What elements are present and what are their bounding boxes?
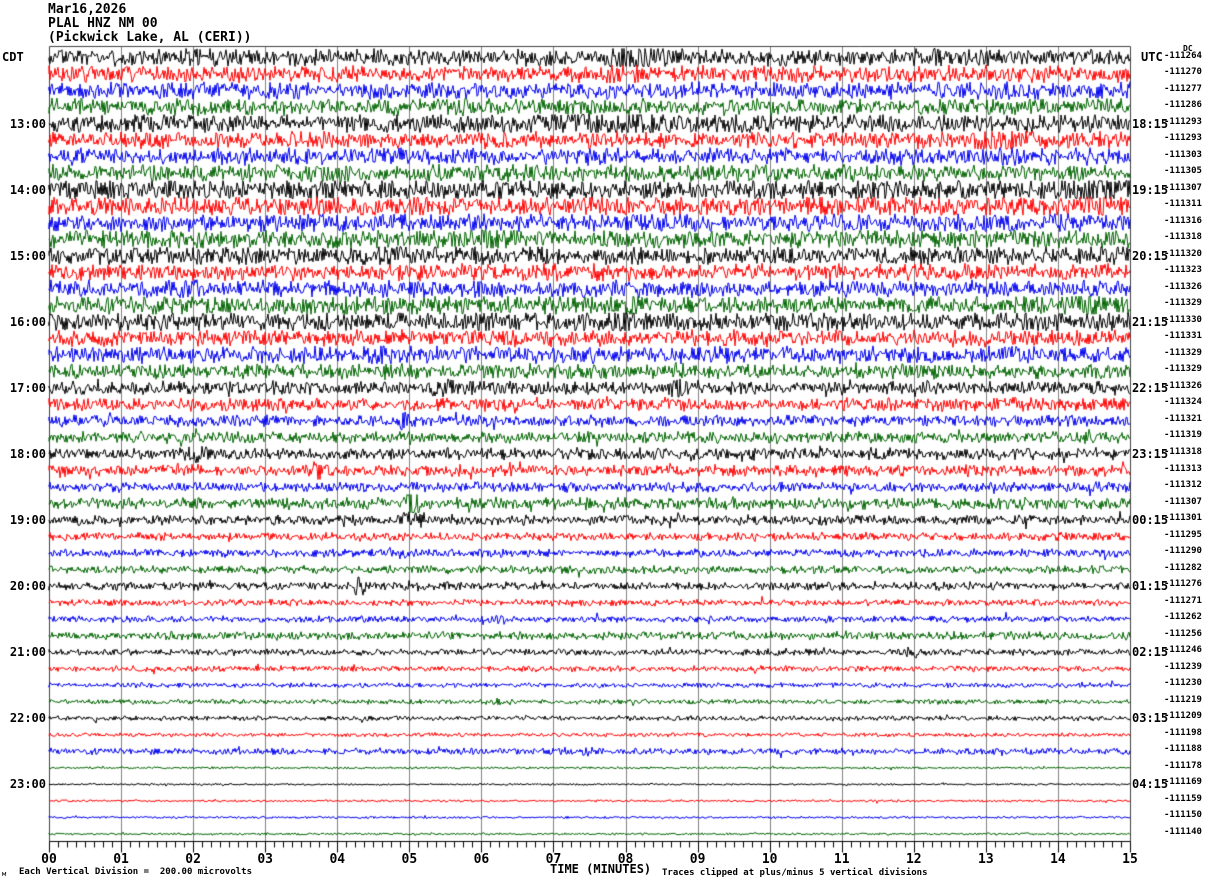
dc-offset-value: -111169	[1164, 777, 1202, 788]
dc-offset-value: -111209	[1164, 711, 1202, 722]
dc-offset-value: -111290	[1164, 546, 1202, 557]
x-tick-label: 13	[978, 852, 994, 867]
right-hour-label: 19:15	[1132, 182, 1169, 197]
x-tick-label: 11	[833, 852, 850, 867]
right-hour-label: 02:15	[1132, 645, 1169, 660]
left-hour-label: 23:00	[9, 777, 46, 792]
station-id: PLAL HNZ NM 00	[48, 16, 158, 31]
x-tick-label: 00	[41, 852, 57, 867]
plot-date: Mar16,2026	[48, 2, 127, 17]
dc-offset-value: -111329	[1164, 364, 1202, 375]
right-hour-label: 00:15	[1132, 513, 1169, 528]
dc-offset-value: -111277	[1164, 83, 1202, 94]
left-hour-label: 18:00	[9, 446, 46, 461]
right-hour-label: 18:15	[1132, 116, 1169, 131]
dc-offset-value: -111239	[1164, 661, 1202, 672]
dc-offset-value: -111321	[1164, 413, 1202, 424]
x-tick-label: 01	[113, 852, 129, 867]
left-hour-label: 19:00	[9, 513, 46, 528]
x-tick-label: 05	[401, 852, 418, 867]
dc-offset-value: -111293	[1164, 133, 1202, 144]
dc-offset-value: -111329	[1164, 298, 1202, 309]
left-hour-label: 16:00	[9, 314, 46, 329]
right-hour-label: 03:15	[1132, 711, 1169, 726]
dc-offset-value: -111198	[1164, 727, 1202, 738]
dc-offset-value: -111246	[1164, 645, 1202, 656]
dc-offset-value: -111312	[1164, 480, 1202, 491]
dc-offset-value: -111276	[1164, 579, 1202, 590]
dc-offset-value: -111311	[1164, 199, 1202, 210]
dc-offset-value: -111305	[1164, 166, 1202, 177]
dc-offset-value: -111178	[1164, 760, 1202, 771]
corner-mark: м	[2, 870, 7, 878]
dc-offset-value: -111320	[1164, 248, 1202, 259]
dc-offset-value: -111307	[1164, 496, 1202, 507]
right-hour-label: 20:15	[1132, 248, 1169, 263]
left-hour-label: 14:00	[9, 182, 46, 197]
dc-offset-value: -111159	[1164, 793, 1202, 804]
dc-offset-value: -111270	[1164, 67, 1202, 78]
dc-offset-value: -111303	[1164, 149, 1202, 160]
x-tick-label: 14	[1050, 852, 1066, 867]
left-timezone-label: CDT	[2, 50, 24, 64]
dc-column-header: DC	[1183, 44, 1193, 53]
dc-offset-value: -111295	[1164, 529, 1202, 540]
scale-note: Each Vertical Division = 200.00 microvol…	[19, 867, 252, 877]
dc-offset-value: -111324	[1164, 397, 1202, 408]
dc-offset-value: -111188	[1164, 744, 1202, 755]
clip-note: Traces clipped at plus/minus 5 vertical …	[662, 868, 928, 878]
dc-offset-value: -111316	[1164, 215, 1202, 226]
dc-offset-value: -111230	[1164, 678, 1202, 689]
x-tick-label: 04	[329, 852, 346, 867]
x-tick-label: 06	[473, 852, 490, 867]
x-tick-label: 09	[689, 852, 706, 867]
x-tick-label: 03	[257, 852, 274, 867]
right-hour-label: 01:15	[1132, 579, 1169, 594]
station-location: (Pickwick Lake, AL (CERI))	[48, 30, 252, 45]
x-tick-label: 15	[1122, 852, 1138, 867]
dc-offset-value: -111318	[1164, 446, 1202, 457]
left-hour-label: 13:00	[9, 116, 46, 131]
dc-offset-value: -111140	[1164, 826, 1202, 837]
dc-offset-value: -111264	[1164, 50, 1202, 61]
dc-offset-value: -111331	[1164, 331, 1202, 342]
dc-offset-value: -111323	[1164, 265, 1202, 276]
dc-offset-value: -111318	[1164, 232, 1202, 243]
left-hour-label: 21:00	[9, 645, 46, 660]
x-tick-label: 07	[545, 852, 562, 867]
x-tick-label: 08	[617, 852, 634, 867]
right-hour-label: 23:15	[1132, 446, 1169, 461]
dc-offset-value: -111307	[1164, 182, 1202, 193]
right-hour-label: 22:15	[1132, 380, 1169, 395]
left-hour-label: 20:00	[9, 579, 46, 594]
x-tick-label: 10	[761, 852, 778, 867]
x-tick-label: 12	[905, 852, 922, 867]
left-hour-label: 17:00	[9, 380, 46, 395]
dc-offset-value: -111330	[1164, 314, 1202, 325]
dc-offset-value: -111293	[1164, 116, 1202, 127]
right-hour-label: 21:15	[1132, 314, 1169, 329]
x-axis-title: TIME (MINUTES)	[550, 862, 652, 876]
left-hour-label: 22:00	[9, 711, 46, 726]
right-timezone-label: UTC	[1141, 50, 1163, 64]
dc-offset-value: -111256	[1164, 628, 1202, 639]
left-hour-label: 15:00	[9, 248, 46, 263]
dc-offset-value: -111313	[1164, 463, 1202, 474]
dc-offset-value: -111262	[1164, 612, 1202, 623]
dc-offset-value: -111150	[1164, 810, 1202, 821]
dc-offset-value: -111319	[1164, 430, 1202, 441]
dc-offset-value: -111219	[1164, 694, 1202, 705]
dc-offset-value: -111326	[1164, 281, 1202, 292]
right-hour-label: 04:15	[1132, 777, 1169, 792]
x-tick-label: 02	[185, 852, 201, 867]
dc-offset-value: -111282	[1164, 562, 1202, 573]
dc-offset-value: -111301	[1164, 513, 1202, 524]
dc-offset-value: -111271	[1164, 595, 1202, 606]
dc-offset-value: -111329	[1164, 347, 1202, 358]
dc-offset-value: -111286	[1164, 100, 1202, 111]
dc-offset-value: -111326	[1164, 380, 1202, 391]
